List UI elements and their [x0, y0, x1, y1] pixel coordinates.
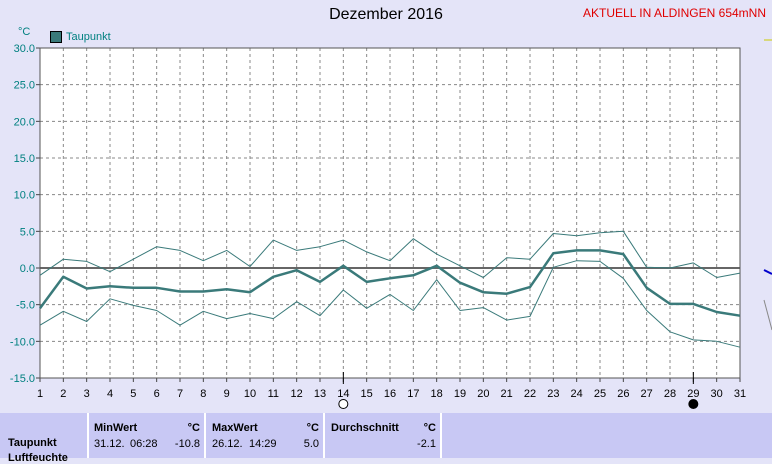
stats-row-label: Taupunkt	[8, 437, 57, 449]
legend-swatch	[50, 31, 62, 43]
x-tick-label: 29	[687, 388, 699, 400]
min-cell: MinWert °C 31.12. 06:28 -10.8	[87, 413, 204, 458]
x-tick-label: 4	[107, 388, 113, 400]
y-tick-label: 0.0	[20, 263, 35, 275]
x-tick-label: 19	[454, 388, 466, 400]
x-tick-label: 27	[641, 388, 653, 400]
x-tick-label: 24	[571, 388, 583, 400]
x-tick-label: 16	[384, 388, 396, 400]
station-label: AKTUELL IN ALDINGEN 654mNN	[583, 6, 766, 20]
x-tick-label: 13	[314, 388, 326, 400]
min-value: -10.8	[174, 438, 200, 450]
max-unit: °C	[306, 422, 319, 434]
avg-value: -2.1	[417, 438, 436, 450]
avg-cell: Durchschnitt °C -2.1	[323, 413, 442, 458]
max-cell: MaxWert °C 26.12. 14:29 5.0	[204, 413, 323, 458]
max-header: MaxWert	[212, 422, 258, 434]
y-tick-label: -15.0	[10, 373, 35, 385]
x-tick-label: 10	[244, 388, 256, 400]
plot-frame	[39, 47, 741, 379]
x-tick-label: 23	[547, 388, 559, 400]
max-value: 5.0	[303, 438, 319, 450]
avg-unit: °C	[423, 422, 436, 434]
y-tick-label: 5.0	[20, 226, 35, 238]
legend: Taupunkt	[50, 31, 111, 43]
y-tick-label: 25.0	[14, 80, 35, 92]
x-tick-label: 18	[431, 388, 443, 400]
x-tick-label: 14	[337, 388, 349, 400]
min-header: MinWert	[94, 422, 138, 434]
x-tick-label: 12	[291, 388, 303, 400]
legend-label: Taupunkt	[66, 31, 111, 43]
x-tick-label: 3	[84, 388, 90, 400]
x-tick-label: 9	[224, 388, 230, 400]
full-moon-icon	[688, 399, 699, 409]
x-tick-label: 31	[734, 388, 746, 400]
y-tick-label: 15.0	[14, 153, 35, 165]
x-tick-label: 1	[37, 388, 43, 400]
series-line-max	[39, 230, 741, 278]
max-date: 26.12.	[212, 438, 243, 450]
x-tick-label: 11	[268, 388, 279, 400]
edge-mark	[763, 269, 772, 275]
y-tick-label: 10.0	[14, 190, 35, 202]
min-date: 31.12.	[94, 438, 125, 450]
y-axis-unit: °C	[18, 26, 31, 38]
chart-title: Dezember 2016	[329, 6, 443, 23]
y-tick-label: 20.0	[14, 116, 35, 128]
x-tick-label: 7	[177, 388, 183, 400]
avg-header: Durchschnitt	[331, 422, 399, 434]
x-tick-label: 28	[664, 388, 676, 400]
x-tick-label: 21	[501, 388, 513, 400]
x-tick-label: 5	[130, 388, 136, 400]
series-line-taupunkt	[38, 249, 741, 317]
x-tick-label: 30	[711, 388, 723, 400]
x-tick-label: 6	[154, 388, 160, 400]
x-tick-label: 25	[594, 388, 606, 400]
max-time: 14:29	[249, 438, 277, 450]
x-tick-label: 2	[60, 388, 66, 400]
min-unit: °C	[187, 422, 200, 434]
edge-mark	[763, 299, 772, 331]
x-tick-label: 20	[477, 388, 489, 400]
y-tick-label: -10.0	[10, 336, 35, 348]
x-tick-label: 26	[617, 388, 629, 400]
x-tick-label: 8	[200, 388, 206, 400]
y-tick-label: -5.0	[16, 300, 35, 312]
new-moon-icon	[338, 399, 349, 409]
stats-panel: Taupunkt Luftfeuchte MinWert °C 31.12. 0…	[0, 413, 772, 464]
x-tick-label: 17	[407, 388, 419, 400]
series-line-min	[39, 260, 741, 348]
x-tick-label: 15	[361, 388, 373, 400]
stats-row-label-2: Luftfeuchte	[8, 452, 68, 464]
min-time: 06:28	[130, 438, 158, 450]
y-tick-label: 30.0	[14, 43, 35, 55]
x-tick-label: 22	[524, 388, 536, 400]
